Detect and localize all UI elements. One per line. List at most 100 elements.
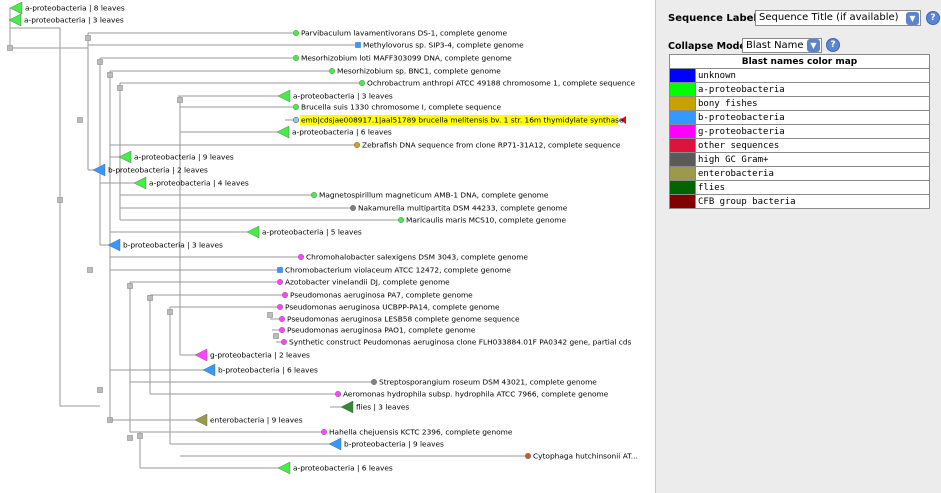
- collapsed-group-triangle[interactable]: [202, 363, 216, 377]
- tree-internal-node[interactable]: [97, 387, 103, 393]
- tree-leaf-marker[interactable]: [277, 279, 284, 286]
- tree-internal-node[interactable]: [77, 117, 83, 123]
- tree-leaf-marker[interactable]: [355, 42, 361, 48]
- query-leaf-dot[interactable]: [292, 116, 300, 124]
- collapsed-group-triangle[interactable]: [9, 1, 23, 15]
- tree-leaf-marker[interactable]: [277, 304, 284, 311]
- collapsed-group-triangle[interactable]: [92, 163, 106, 177]
- tree-internal-node[interactable]: [273, 333, 279, 339]
- collapsed-group-triangle[interactable]: [276, 125, 290, 139]
- collapsed-group-triangle[interactable]: [194, 413, 208, 427]
- collapsed-group-triangle[interactable]: [8, 13, 22, 27]
- collapsed-group-label[interactable]: a-proteobacteria | 8 leaves: [25, 4, 125, 13]
- tree-leaf-label[interactable]: Pseudomonas aeruginosa PA7, complete gen…: [290, 291, 473, 300]
- collapsed-group-label[interactable]: a-proteobacteria | 3 leaves: [24, 16, 124, 25]
- help-icon[interactable]: ?: [826, 38, 840, 52]
- legend-swatch: [669, 138, 696, 153]
- collapsed-group-label[interactable]: a-proteobacteria | 4 leaves: [149, 179, 249, 188]
- tree-leaf-marker[interactable]: [371, 379, 378, 386]
- collapsed-group-triangle[interactable]: [246, 225, 260, 239]
- tree-internal-node[interactable]: [117, 85, 123, 91]
- collapsed-group-label[interactable]: a-proteobacteria | 5 leaves: [262, 228, 362, 237]
- collapsed-group-label[interactable]: a-proteobacteria | 6 leaves: [292, 128, 392, 137]
- tree-leaf-label[interactable]: Brucella suis 1330 chromosome I, complet…: [301, 103, 501, 112]
- tree-leaf-marker[interactable]: [293, 55, 300, 62]
- tree-leaf-label[interactable]: Pseudomonas aeruginosa LESB58 complete g…: [287, 315, 520, 324]
- tree-internal-node[interactable]: [7, 45, 13, 51]
- tree-leaf-label[interactable]: Streptosporangium roseum DSM 43021, comp…: [379, 378, 597, 387]
- collapsed-group-triangle[interactable]: [118, 150, 132, 164]
- tree-leaf-marker[interactable]: [293, 103, 300, 110]
- tree-internal-node[interactable]: [87, 267, 93, 273]
- sequence-label-select[interactable]: Sequence Title (if available) ▼: [755, 10, 921, 26]
- phylogenetic-tree-view[interactable]: a-proteobacteria | 8 leaves a-proteobacte…: [0, 0, 655, 493]
- tree-internal-node[interactable]: [97, 59, 103, 65]
- tree-leaf-label[interactable]: Synthetic construct Peudomonas aeruginos…: [289, 338, 632, 347]
- tree-leaf-label[interactable]: Chromobacterium violaceum ATCC 12472, co…: [285, 266, 511, 275]
- tree-leaf-marker[interactable]: [321, 429, 328, 436]
- collapsed-group-label[interactable]: b-proteobacteria | 2 leaves: [108, 166, 208, 175]
- tree-leaf-marker[interactable]: [279, 327, 286, 334]
- tree-leaf-label[interactable]: Methylovorus sp. SIP3-4, complete genome: [363, 41, 524, 50]
- tree-leaf-marker[interactable]: [329, 67, 336, 74]
- tree-leaf-marker[interactable]: [282, 292, 289, 299]
- collapsed-group-triangle[interactable]: [107, 238, 121, 252]
- collapse-mode-select[interactable]: Blast Name ▼: [742, 38, 822, 53]
- tree-leaf-label[interactable]: Pseudomonas aeruginosa UCBPP-PA14, compl…: [285, 303, 500, 312]
- tree-leaf-label[interactable]: Chromohalobacter salexigens DSM 3043, co…: [306, 253, 528, 262]
- tree-leaf-label[interactable]: Cytophaga hutchinsonii AT...: [533, 452, 638, 461]
- tree-leaf-marker[interactable]: [525, 453, 532, 460]
- tree-leaf-label[interactable]: Aeromonas hydrophila subsp. hydrophila A…: [343, 390, 609, 399]
- collapsed-group-triangle[interactable]: [277, 461, 291, 475]
- tree-internal-node[interactable]: [167, 309, 173, 315]
- collapsed-group-label[interactable]: b-proteobacteria | 6 leaves: [218, 366, 318, 375]
- query-sequence-label[interactable]: emb|cdsjae008917.1|aal51789 brucella mel…: [301, 116, 624, 125]
- collapsed-group-label[interactable]: a-proteobacteria | 9 leaves: [134, 153, 234, 162]
- tree-leaf-marker[interactable]: [350, 204, 357, 211]
- tree-internal-node[interactable]: [177, 97, 183, 103]
- tree-leaf-marker[interactable]: [279, 316, 286, 323]
- tree-leaf-label[interactable]: Mesorhizobium loti MAFF303099 DNA, compl…: [301, 54, 512, 63]
- tree-internal-node[interactable]: [127, 283, 133, 289]
- tree-leaf-label[interactable]: Mesorhizobium sp. BNC1, complete genome: [337, 67, 501, 76]
- tree-internal-node[interactable]: [57, 197, 63, 203]
- tree-leaf-marker[interactable]: [354, 141, 361, 148]
- tree-internal-node[interactable]: [127, 435, 133, 441]
- collapsed-group-label[interactable]: flies | 3 leaves: [356, 403, 409, 412]
- tree-leaf-marker[interactable]: [359, 79, 366, 86]
- tree-leaf-label[interactable]: Maricaulis maris MCS10, complete genome: [406, 216, 566, 225]
- collapsed-group-triangle[interactable]: [194, 348, 208, 362]
- tree-leaf-marker[interactable]: [281, 339, 288, 346]
- collapsed-group-label[interactable]: enterobacteria | 9 leaves: [210, 416, 303, 425]
- tree-canvas[interactable]: a-proteobacteria | 8 leaves a-proteobacte…: [0, 0, 655, 493]
- tree-internal-node[interactable]: [147, 295, 153, 301]
- tree-internal-node[interactable]: [85, 35, 91, 41]
- collapsed-group-triangle[interactable]: [328, 437, 342, 451]
- collapsed-group-triangle[interactable]: [340, 400, 354, 414]
- tree-leaf-marker[interactable]: [293, 30, 300, 37]
- tree-internal-node[interactable]: [267, 312, 273, 318]
- tree-internal-node[interactable]: [137, 433, 143, 439]
- collapsed-group-triangle[interactable]: [277, 89, 291, 103]
- tree-leaf-label[interactable]: Pseudomonas aeruginosa PAO1, complete ge…: [287, 326, 476, 335]
- collapsed-group-label[interactable]: a-proteobacteria | 6 leaves: [293, 464, 393, 473]
- tree-leaf-label[interactable]: Zebrafish DNA sequence from clone RP71-3…: [362, 141, 621, 150]
- tree-leaf-marker[interactable]: [298, 253, 305, 260]
- tree-leaf-label[interactable]: Azotobacter vinelandii DJ, complete geno…: [285, 278, 450, 287]
- collapsed-group-label[interactable]: a-proteobacteria | 3 leaves: [293, 92, 393, 101]
- collapsed-group-label[interactable]: b-proteobacteria | 3 leaves: [123, 241, 223, 250]
- tree-leaf-label[interactable]: Ochrobactrum anthropi ATCC 49188 chromos…: [367, 79, 635, 88]
- tree-internal-node[interactable]: [107, 72, 113, 78]
- tree-leaf-marker[interactable]: [311, 191, 318, 198]
- tree-leaf-label[interactable]: Magnetospirillum magneticum AMB-1 DNA, c…: [319, 191, 549, 200]
- tree-leaf-marker[interactable]: [398, 216, 405, 223]
- collapsed-group-label[interactable]: g-proteobacteria | 2 leaves: [210, 351, 310, 360]
- collapsed-group-triangle[interactable]: [133, 176, 147, 190]
- help-icon[interactable]: ?: [926, 11, 940, 25]
- tree-leaf-marker[interactable]: [335, 391, 342, 398]
- tree-leaf-marker[interactable]: [277, 267, 283, 273]
- collapsed-group-label[interactable]: b-proteobacteria | 9 leaves: [344, 440, 444, 449]
- tree-leaf-label[interactable]: Parvibaculum lavamentivorans DS-1, compl…: [301, 29, 508, 38]
- tree-leaf-label[interactable]: Nakamurella multipartita DSM 44233, comp…: [358, 204, 568, 213]
- tree-leaf-label[interactable]: Hahella chejuensis KCTC 2396, complete g…: [329, 428, 513, 437]
